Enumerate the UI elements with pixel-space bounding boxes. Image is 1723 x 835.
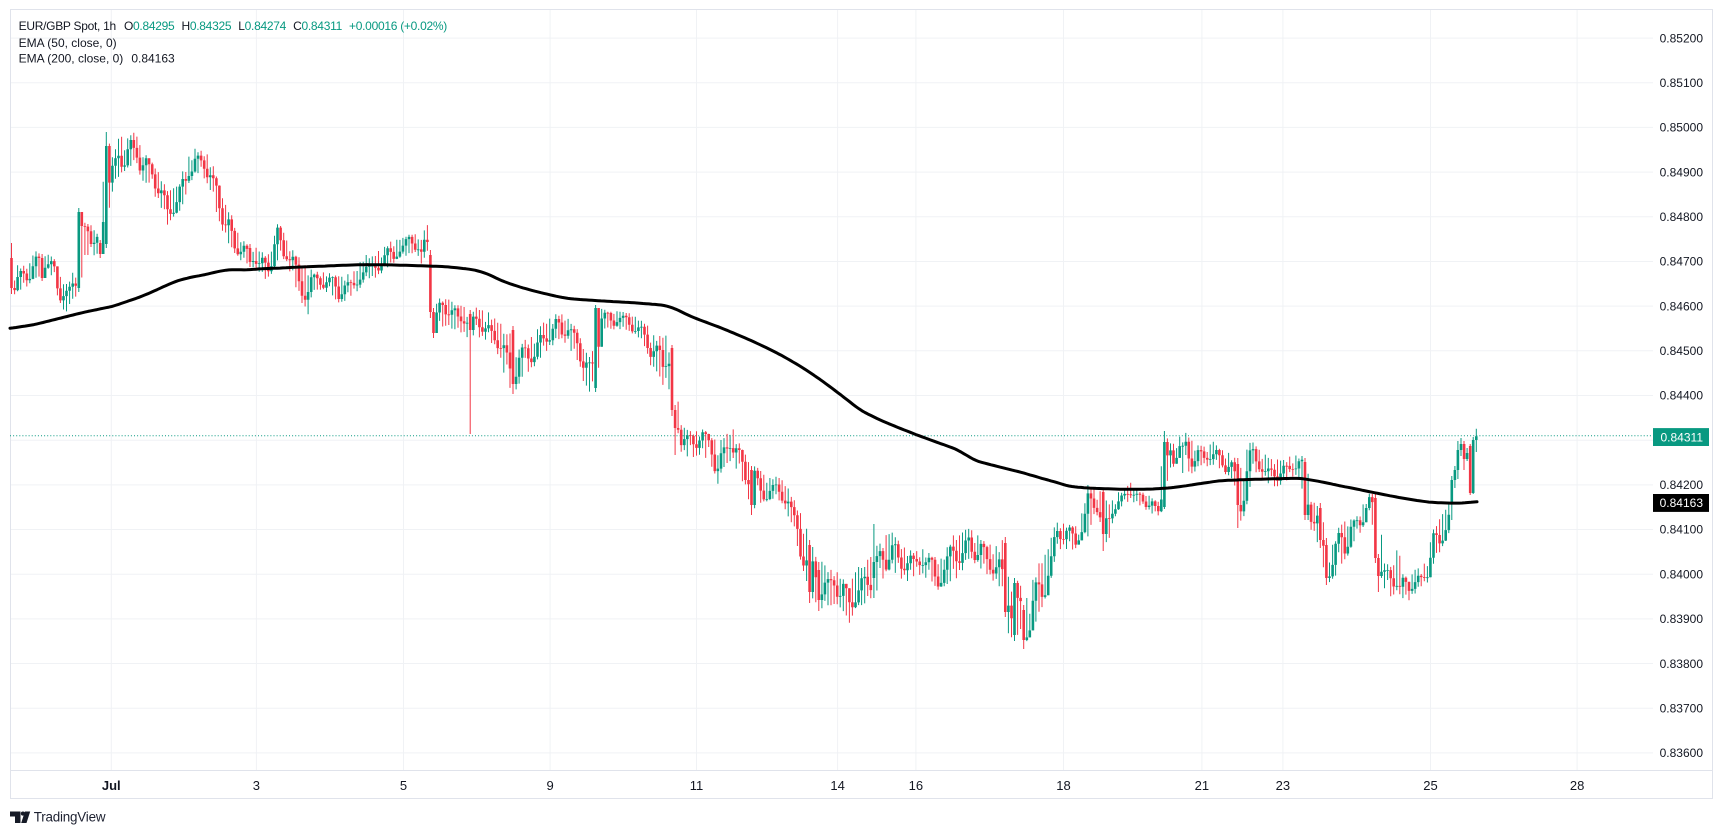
svg-text:5: 5 xyxy=(400,778,407,793)
svg-text:21: 21 xyxy=(1195,778,1209,793)
svg-text:0.84163: 0.84163 xyxy=(1660,496,1704,510)
svg-text:25: 25 xyxy=(1423,778,1437,793)
svg-text:0.84400: 0.84400 xyxy=(1660,389,1704,403)
svg-text:16: 16 xyxy=(909,778,923,793)
svg-text:0.84200: 0.84200 xyxy=(1660,478,1704,492)
svg-text:0.83700: 0.83700 xyxy=(1660,701,1704,715)
svg-text:0.83600: 0.83600 xyxy=(1660,746,1704,760)
svg-text:18: 18 xyxy=(1056,778,1070,793)
svg-text:11: 11 xyxy=(690,778,704,793)
svg-text:0.84600: 0.84600 xyxy=(1660,299,1704,313)
svg-text:EMA (50, close, 0): EMA (50, close, 0) xyxy=(19,36,117,50)
svg-text:0.85000: 0.85000 xyxy=(1660,121,1704,135)
svg-text:3: 3 xyxy=(253,778,260,793)
svg-text:0.85200: 0.85200 xyxy=(1660,31,1704,45)
svg-text:23: 23 xyxy=(1276,778,1290,793)
svg-text:0.84500: 0.84500 xyxy=(1660,344,1704,358)
svg-text:0.84800: 0.84800 xyxy=(1660,210,1704,224)
svg-text:0.84700: 0.84700 xyxy=(1660,255,1704,269)
svg-text:0.84900: 0.84900 xyxy=(1660,165,1704,179)
svg-text:0.85100: 0.85100 xyxy=(1660,76,1704,90)
svg-text:0.83800: 0.83800 xyxy=(1660,657,1704,671)
svg-text:0.84311: 0.84311 xyxy=(1661,430,1704,444)
svg-text:14: 14 xyxy=(830,778,844,793)
svg-text:9: 9 xyxy=(546,778,553,793)
svg-text:0.84100: 0.84100 xyxy=(1660,523,1704,537)
svg-text:0.83900: 0.83900 xyxy=(1660,612,1704,626)
svg-text:TradingView: TradingView xyxy=(34,810,106,825)
svg-text:EMA (200, close, 0)0.84163: EMA (200, close, 0) 0.84163 xyxy=(19,51,175,65)
svg-text:0.84000: 0.84000 xyxy=(1660,567,1704,581)
svg-text:Jul: Jul xyxy=(102,778,121,793)
svg-text:28: 28 xyxy=(1570,778,1584,793)
